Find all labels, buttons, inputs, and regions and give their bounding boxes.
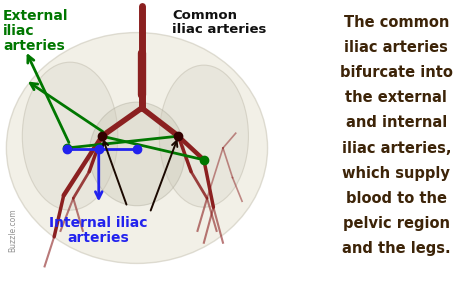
Text: iliac arteries,: iliac arteries, [341, 141, 451, 156]
Text: Common
iliac arteries: Common iliac arteries [172, 9, 266, 36]
Text: pelvic region: pelvic region [343, 216, 450, 231]
Ellipse shape [6, 33, 267, 263]
Text: which supply: which supply [342, 166, 450, 181]
Text: bifurcate into: bifurcate into [340, 65, 453, 80]
Ellipse shape [89, 102, 185, 206]
Text: The common: The common [344, 15, 449, 30]
Text: and internal: and internal [346, 115, 447, 131]
Text: External
iliac
arteries: External iliac arteries [3, 9, 69, 53]
Text: Internal iliac
arteries: Internal iliac arteries [49, 216, 148, 245]
Text: the external: the external [346, 90, 447, 105]
Text: iliac arteries: iliac arteries [344, 40, 448, 55]
Text: and the legs.: and the legs. [342, 241, 451, 256]
Ellipse shape [22, 62, 118, 210]
Text: Buzzle.com: Buzzle.com [8, 208, 17, 252]
Ellipse shape [159, 65, 248, 207]
Text: blood to the: blood to the [346, 191, 447, 206]
